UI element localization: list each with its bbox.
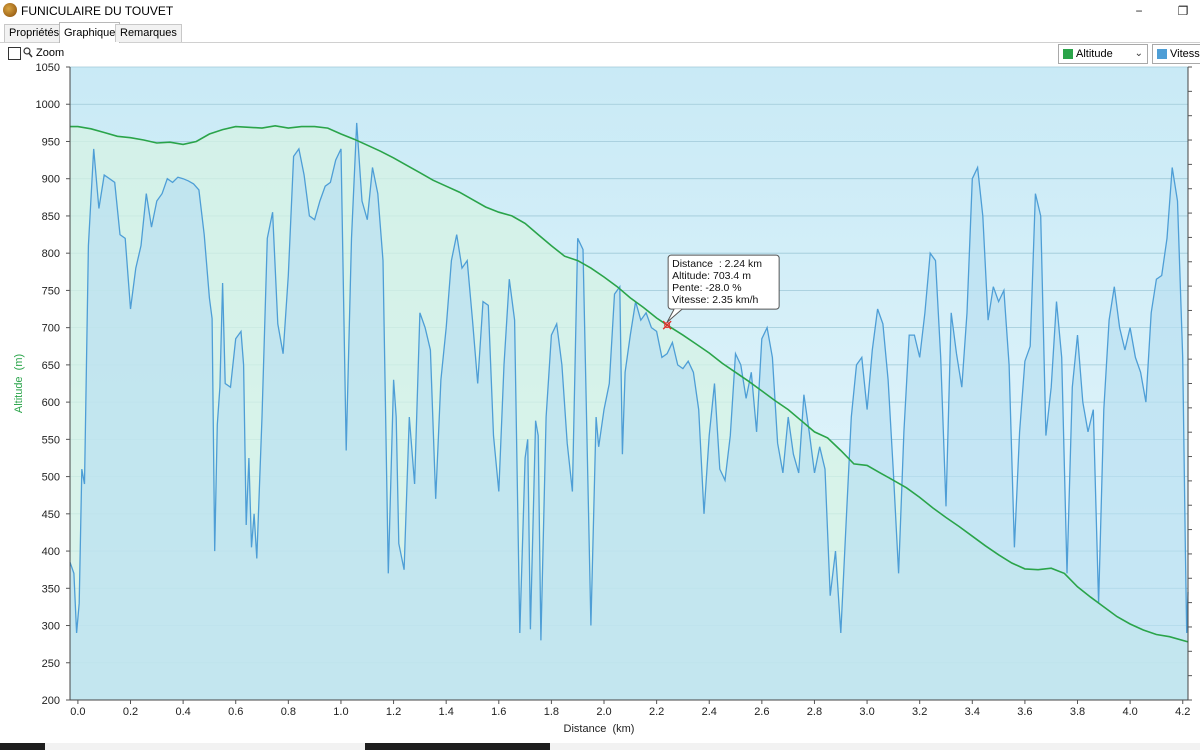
tab-strip: Propriétés Graphique Remarques <box>0 22 1200 43</box>
left-axis-select-value: Altitude <box>1076 48 1113 60</box>
x-tick-label: 2.0 <box>596 706 611 718</box>
x-tick-label: 0.2 <box>123 706 138 718</box>
x-tick-label: 4.0 <box>1122 706 1137 718</box>
series-line-altitude <box>70 124 1189 643</box>
y-tick-label: 300 <box>42 621 60 633</box>
highlight-point-marker <box>662 320 672 330</box>
y-tick-label: 1000 <box>36 99 60 111</box>
x-tick-label: 1.0 <box>333 706 348 718</box>
y-axis-label: Altitude (m) <box>13 354 25 413</box>
x-axis-ticks: 0.0 0.2 0.4 0.6 0.8 1.0 1.2 1.4 1.6 1.8 2.0 2.2 2.4 2… <box>70 700 1190 718</box>
zoom-checkbox[interactable] <box>8 47 21 60</box>
x-tick-label: 1.8 <box>544 706 559 718</box>
left-axis-select[interactable]: Altitude ⌄ <box>1058 44 1148 64</box>
speed-area-fill <box>70 122 1188 700</box>
x-tick-label: 3.6 <box>1017 706 1032 718</box>
tooltip-tail <box>666 308 683 323</box>
series-line-vitesse <box>69 122 1189 641</box>
x-tick-label: 3.2 <box>912 706 927 718</box>
tooltip-speed: Vitesse: 2.35 km/h <box>672 294 758 306</box>
right-axis-select[interactable]: Vitesse <box>1152 44 1200 64</box>
y-tick-label: 550 <box>42 434 60 446</box>
y-tick-label: 900 <box>42 174 60 186</box>
magnifier-icon <box>23 47 33 58</box>
chevron-down-icon: ⌄ <box>1134 48 1143 59</box>
y-axis-ticks: 200 250 300 350 400 450 500 550 600 650 700 750 800 8… <box>36 62 70 707</box>
x-tick-label: 0.0 <box>70 706 85 718</box>
tab-graphique[interactable]: Graphique <box>59 22 121 43</box>
y-tick-label: 1050 <box>36 62 60 74</box>
y-tick-label: 450 <box>42 509 60 521</box>
x-tick-label: 3.0 <box>859 706 874 718</box>
point-tooltip: Distance : 2.24 km Altitude: 703.4 m Pen… <box>666 254 780 323</box>
x-tick-label: 0.8 <box>281 706 296 718</box>
speed-swatch <box>1157 49 1167 59</box>
right-axis-ticks <box>1188 66 1192 701</box>
y-tick-label: 500 <box>42 472 60 484</box>
x-tick-label: 2.6 <box>754 706 769 718</box>
x-tick-label: 0.4 <box>175 706 190 718</box>
altitude-swatch <box>1063 49 1073 59</box>
x-axis-label: Distance (km) <box>564 723 635 735</box>
chart-toolbar: Zoom Altitude ⌄ Vitesse <box>0 44 1200 64</box>
title-bar: FUNICULAIRE DU TOUVET − ❐ <box>0 0 1200 22</box>
altitude-speed-chart[interactable]: 0.0 0.2 0.4 0.6 0.8 1.0 1.2 1.4 1.6 1.8 2.0 2.2 2.4 2… <box>0 62 1200 742</box>
x-tick-label: 1.4 <box>439 706 454 718</box>
y-tick-label: 600 <box>42 397 60 409</box>
zoom-label: Zoom <box>36 47 65 59</box>
y-tick-label: 350 <box>42 583 60 595</box>
tooltip-altitude: Altitude: 703.4 m <box>672 270 751 282</box>
right-axis-select-value: Vitesse <box>1170 48 1200 60</box>
y-tick-label: 700 <box>42 323 60 335</box>
tab-remarques[interactable]: Remarques <box>115 24 182 42</box>
y-tick-label: 750 <box>42 285 60 297</box>
x-tick-label: 2.4 <box>702 706 717 718</box>
x-tick-label: 1.2 <box>386 706 401 718</box>
tooltip-box <box>667 254 780 310</box>
tooltip-distance: Distance : 2.24 km <box>672 258 762 270</box>
tab-proprietes[interactable]: Propriétés <box>4 24 65 42</box>
taskbar-item[interactable] <box>550 743 1200 750</box>
y-tick-label: 850 <box>42 211 60 223</box>
minimize-icon[interactable]: − <box>1135 4 1143 18</box>
x-tick-label: 4.2 <box>1175 706 1190 718</box>
x-tick-label: 3.8 <box>1070 706 1085 718</box>
x-tick-label: 0.6 <box>228 706 243 718</box>
y-tick-label: 800 <box>42 248 60 260</box>
x-tick-label: 2.8 <box>807 706 822 718</box>
marker-cross <box>662 320 672 330</box>
x-tick-label: 2.2 <box>649 706 664 718</box>
y-tick-label: 250 <box>42 658 60 670</box>
x-tick-label: 1.6 <box>491 706 506 718</box>
restore-icon[interactable]: ❐ <box>1177 4 1189 18</box>
window-title: FUNICULAIRE DU TOUVET <box>21 4 174 18</box>
app-logo-icon <box>3 3 17 17</box>
y-tick-label: 400 <box>42 546 60 558</box>
marker-ring <box>664 322 671 329</box>
x-tick-label: 3.4 <box>965 706 980 718</box>
y-tick-label: 950 <box>42 136 60 148</box>
y-tick-label: 200 <box>42 695 60 707</box>
tooltip-slope: Pente: -28.0 % <box>672 282 741 294</box>
y-tick-label: 650 <box>42 360 60 372</box>
taskbar-item[interactable] <box>45 743 365 750</box>
